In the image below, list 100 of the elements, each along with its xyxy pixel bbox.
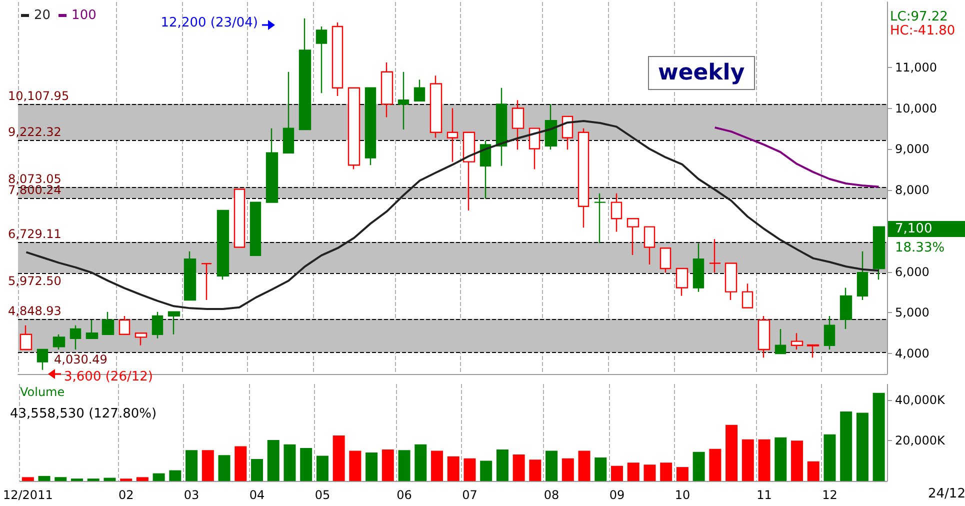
text: HC:-41.80 (890, 24, 956, 38)
candlestick (594, 192, 606, 244)
candlestick (856, 250, 868, 301)
bar (464, 458, 476, 481)
bar (267, 440, 280, 481)
bar (709, 448, 722, 481)
candlestick (676, 268, 688, 297)
bar (234, 446, 247, 481)
candlestick (316, 26, 328, 94)
candlestick (790, 332, 804, 350)
x-tick-label: 03 (184, 488, 200, 502)
y-tick-label: 40,000K (895, 393, 946, 408)
bar (496, 449, 508, 481)
text: 7,100 (895, 222, 932, 236)
x-tick-label: 12 (822, 488, 838, 502)
bar (54, 477, 67, 481)
bar (644, 464, 656, 481)
candlestick (724, 262, 738, 301)
text: 24/12 (928, 486, 965, 502)
bar (726, 424, 738, 481)
bar (202, 450, 214, 481)
candlestick (806, 344, 820, 358)
candlestick (380, 62, 394, 118)
bar (676, 467, 688, 481)
bar (382, 449, 394, 481)
candlestick (266, 128, 278, 203)
ref-line-label: 9,222.32 (8, 125, 62, 140)
annotation: 43,558,530 (127.80%) (10, 406, 157, 422)
bar (546, 450, 558, 481)
bar (414, 444, 427, 481)
y-tick-label: 5,000 (895, 306, 930, 320)
text: LC:97.22 (890, 10, 948, 24)
y-tick-label: 9,000 (895, 142, 930, 156)
candlestick (134, 332, 148, 346)
bar (349, 450, 362, 481)
ref-line-label: 6,729.11 (8, 226, 62, 241)
candlestick (496, 87, 508, 167)
bar (480, 460, 492, 481)
candlestick (20, 324, 32, 350)
x-tick-label: 06 (396, 488, 412, 502)
bar (742, 439, 754, 481)
candlestick (742, 283, 754, 308)
y-tick-label: 8,000 (895, 183, 930, 198)
y-tick-label: 11,000 (895, 60, 937, 74)
x-tick-label: 04 (249, 488, 265, 502)
candlestick (414, 79, 426, 102)
bar (529, 460, 542, 481)
candlestick (840, 287, 852, 330)
candlestick (610, 192, 622, 232)
candlestick (216, 210, 230, 280)
x-tick-label: 10 (674, 488, 690, 502)
candlestick (250, 202, 262, 256)
line-series (714, 126, 880, 188)
bar (807, 461, 820, 481)
text: 18.33% (895, 240, 945, 256)
candlestick (234, 188, 246, 248)
annotation: 3,600 (26/12) (64, 370, 153, 384)
bar (660, 462, 672, 481)
candlestick (86, 319, 98, 340)
x-tick-label: 12/2011 (2, 488, 53, 502)
bar (431, 450, 443, 481)
candlestick (824, 315, 836, 350)
candlestick (364, 87, 376, 166)
candlestick (348, 87, 360, 170)
x-tick-label: 05 (314, 488, 330, 502)
bar (824, 434, 836, 481)
candlestick (758, 315, 770, 358)
candlestick (708, 238, 722, 274)
bar (627, 462, 640, 481)
candlestick (168, 311, 180, 335)
candlestick (152, 311, 164, 340)
x-tick-label: 02 (118, 488, 134, 502)
y-tick-label: 20,000K (895, 434, 946, 448)
x-tick-label: 08 (544, 488, 560, 502)
bar (856, 412, 868, 481)
candlestick (184, 250, 196, 301)
bar (578, 450, 590, 481)
candlestick (462, 132, 476, 212)
x-tick-label: 11 (756, 488, 772, 502)
bar (758, 439, 770, 481)
candlestick (660, 247, 672, 274)
y-tick-label: 10,000 (895, 101, 937, 116)
candlestick (644, 226, 656, 266)
candlestick (282, 71, 294, 154)
bar (840, 411, 852, 481)
ref-line-label: 4,030.49 (54, 352, 108, 366)
ref-line-label: 10,107.95 (8, 88, 70, 103)
bar (169, 470, 182, 481)
ref-line-label: 5,972.50 (8, 274, 62, 288)
candlestick (298, 18, 312, 130)
candlestick (430, 74, 442, 138)
bar (22, 477, 34, 481)
bar (152, 473, 165, 481)
bar (251, 458, 263, 481)
y-tick-label: 4,000 (895, 346, 930, 361)
bar (791, 440, 803, 481)
candlestick (480, 140, 492, 200)
candlestick (578, 128, 590, 228)
x-tick-label: 07 (462, 488, 478, 502)
candlestick (626, 218, 640, 256)
